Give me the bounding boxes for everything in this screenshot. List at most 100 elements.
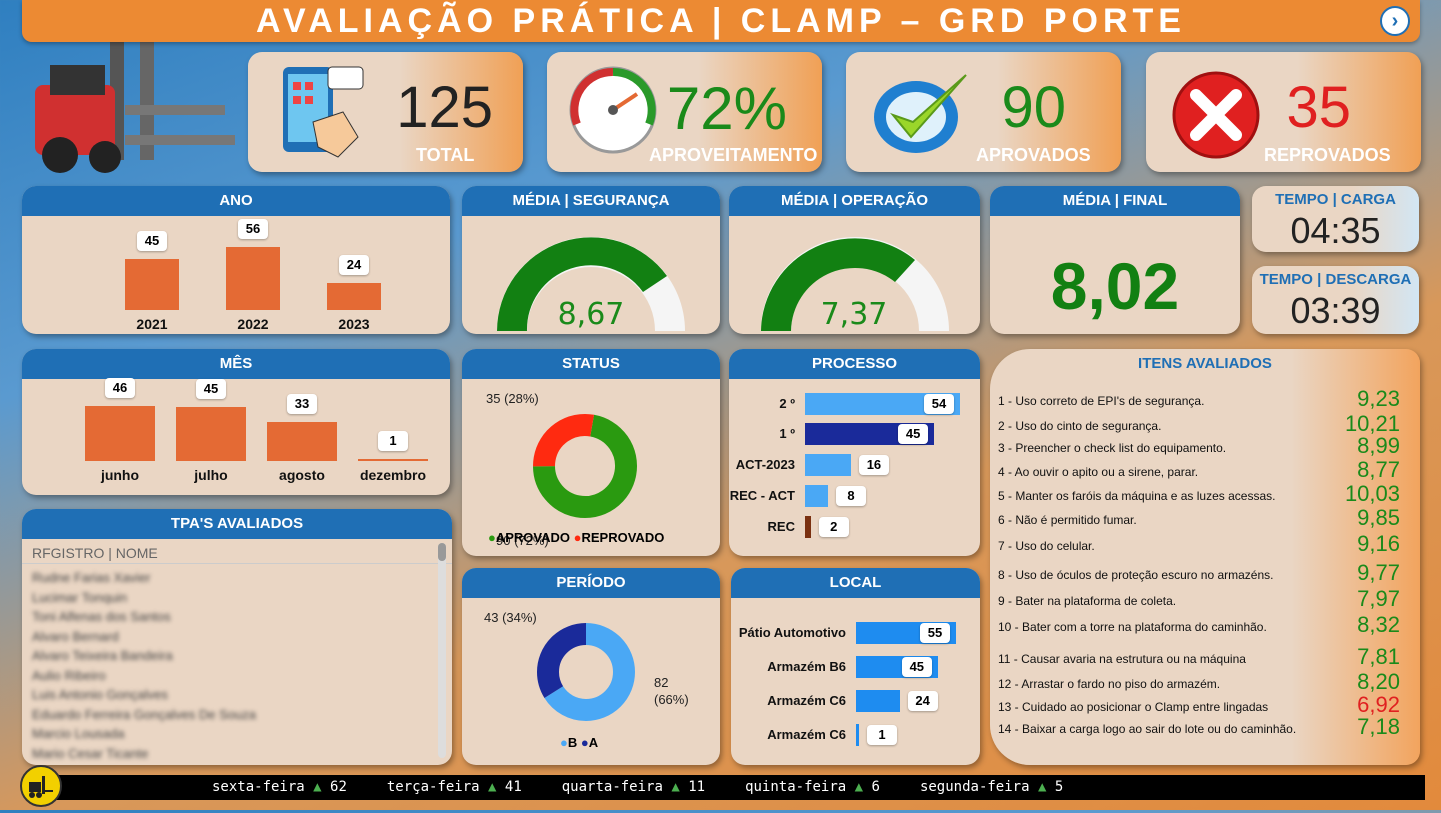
- status-chart-card: STATUS 35 (28%) 90 (72%) ●APROVADO ●REPR…: [462, 349, 720, 556]
- ticker-value: 5: [1054, 779, 1064, 795]
- table-row[interactable]: Aulio Ribeiro: [32, 667, 106, 683]
- item-text: 14 - Baixar a carga logo ao sair do lote…: [998, 722, 1297, 736]
- tpa-title: TPA'S AVALIADOS: [22, 509, 452, 539]
- mes-category-label: julho: [194, 467, 228, 483]
- processo-chart-card: PROCESSO 2 º 54 1 º 45 ACT-2023 16 REC - ACT 8 R…: [729, 349, 980, 556]
- mes-bar[interactable]: [267, 421, 337, 461]
- processo-category-label: 1 º: [779, 426, 795, 441]
- item-text: 6 - Não é permitido fumar.: [998, 513, 1137, 527]
- legend-aprovado: APROVADO: [495, 530, 571, 545]
- processo-plot: 2 º 54 1 º 45 ACT-2023 16 REC - ACT 8 REC 2: [729, 379, 980, 556]
- table-row[interactable]: Alvaro Bernard: [32, 628, 119, 644]
- mes-data-label: 46: [105, 378, 135, 398]
- legend-dot-reprovado: ●: [573, 530, 582, 545]
- ticker-day: terça-feira: [386, 779, 480, 795]
- legend-reprovado: REPROVADO: [581, 530, 665, 545]
- operacao-gauge-card: MÉDIA | OPERAÇÃO 7,37: [729, 186, 980, 334]
- forklift-icon: [29, 776, 53, 798]
- table-row[interactable]: Marcio Lousada: [32, 726, 125, 741]
- tpa-column-header[interactable]: RFGISTRO | NOME: [22, 539, 452, 564]
- status-label-reprovado: 35 (28%): [486, 391, 539, 406]
- ticker-value: 62: [330, 779, 347, 795]
- mes-data-label: 1: [378, 431, 408, 451]
- page-title: AVALIAÇÃO PRÁTICA | CLAMP – GRD PORTE: [256, 2, 1186, 40]
- tempo-descarga-card: TEMPO | DESCARGA 03:39: [1252, 266, 1419, 334]
- ano-data-label: 56: [238, 219, 268, 239]
- mes-bar[interactable]: [85, 406, 155, 461]
- table-row[interactable]: Alvaro Teixeira Bandeira: [32, 648, 173, 663]
- local-title: LOCAL: [731, 568, 980, 598]
- ticker-day: segunda-feira: [919, 779, 1030, 795]
- final-card: MÉDIA | FINAL 8,02: [990, 186, 1240, 334]
- ano-category-label: 2022: [237, 316, 269, 332]
- ano-bar[interactable]: [226, 247, 280, 310]
- next-page-button[interactable]: ›: [1380, 6, 1410, 36]
- table-row[interactable]: Toni Alfenas dos Santos: [32, 609, 171, 624]
- processo-data-label: 2: [818, 517, 849, 537]
- kpi-aproveitamento: 72% APROVEITAMENTO: [547, 52, 822, 172]
- processo-category-label: ACT-2023: [735, 457, 795, 472]
- legend-dot-b: ●: [560, 735, 568, 750]
- item-text: 13 - Cuidado ao posicionar o Clamp entre…: [998, 700, 1269, 714]
- table-row[interactable]: Rudne Farias Xavier: [32, 570, 151, 585]
- total-label: TOTAL: [416, 145, 475, 165]
- table-row[interactable]: Eduardo Ferreira Gonçalves De Souza: [32, 706, 257, 722]
- tempo-carga-title: TEMPO | CARGA: [1275, 191, 1396, 208]
- item-text: 10 - Bater com a torre na plataforma do …: [998, 620, 1267, 634]
- tpa-scrollbar-thumb[interactable]: [438, 543, 446, 561]
- tpa-rows: Rudne Farias Xavier Lucimar Tonquin Toni A…: [22, 564, 452, 764]
- ticker-day: quinta-feira: [745, 779, 847, 795]
- legend-a: A: [588, 735, 599, 750]
- operacao-gauge-fill: [761, 238, 915, 331]
- ticker-value: 11: [688, 779, 706, 795]
- processo-bar[interactable]: [805, 485, 828, 507]
- kpi-total: 125 TOTAL: [248, 52, 523, 172]
- periodo-label-a: 43 (34%): [484, 610, 537, 625]
- local-bar[interactable]: [856, 724, 859, 746]
- table-row[interactable]: Mario Cesar Ticante: [32, 745, 149, 761]
- local-category-label: Armazém C6: [767, 727, 846, 742]
- operacao-value: 7,37: [821, 297, 888, 332]
- mes-bar[interactable]: [176, 407, 246, 461]
- itens-title: ITENS AVALIADOS: [1138, 355, 1272, 372]
- up-arrow-icon: ▲: [304, 779, 331, 795]
- item-text: 1 - Uso correto de EPI's de segurança.: [998, 394, 1205, 408]
- processo-bar[interactable]: [805, 393, 960, 415]
- table-row[interactable]: Lucimar Tonquin: [32, 589, 128, 605]
- processo-bar[interactable]: [805, 516, 811, 538]
- mes-data-label: 45: [196, 379, 226, 400]
- ano-data-label: 45: [137, 231, 167, 252]
- aprovados-value: 90: [1001, 75, 1066, 140]
- ano-bar[interactable]: [327, 283, 381, 310]
- table-row[interactable]: Luis Antonio Gonçalves: [32, 687, 168, 702]
- ticker-item: quinta-feira ▲ 6: [745, 779, 880, 795]
- mes-bar[interactable]: [358, 459, 428, 461]
- ano-bar[interactable]: [125, 259, 179, 310]
- tpa-scrollbar[interactable]: [438, 543, 446, 758]
- status-legend: ●APROVADO ●REPROVADO: [488, 530, 664, 545]
- legend-dot-a: ●: [580, 735, 589, 750]
- processo-bar[interactable]: [805, 454, 851, 476]
- ticker-value: 41: [504, 779, 522, 795]
- processo-data-label: 8: [835, 486, 866, 506]
- seguranca-gauge-card: MÉDIA | SEGURANÇA 8,67: [462, 186, 720, 334]
- weekday-ticker: sexta-feira ▲ 62 terça-feira ▲ 41 quarta-f…: [40, 775, 1425, 800]
- seguranca-gauge-fill: [497, 237, 667, 331]
- up-arrow-icon: ▲: [846, 779, 872, 795]
- kpi-aprovados: 90 APROVADOS: [846, 52, 1121, 172]
- ano-category-label: 2023: [338, 316, 370, 332]
- periodo-legend: ●B ●A: [560, 735, 598, 750]
- up-arrow-icon: ▲: [1029, 779, 1055, 795]
- tablet-touch-icon: [283, 66, 364, 158]
- status-title: STATUS: [462, 349, 720, 379]
- kpi-reprovados: 35 REPROVADOS: [1146, 52, 1421, 172]
- aproveitamento-value: 72%: [666, 75, 787, 142]
- legend-b: B: [567, 735, 578, 750]
- item-score: 10,21: [1344, 411, 1400, 436]
- processo-data-label: 45: [898, 424, 929, 444]
- processo-category-label: 2 º: [779, 396, 795, 411]
- periodo-label-b-pct: (66%): [654, 692, 689, 707]
- local-bar[interactable]: [856, 690, 900, 712]
- ticker-item: segunda-feira ▲ 5: [920, 779, 1063, 795]
- periodo-chart-card: PERÍODO 43 (34%) 82 (66%) ●B ●A: [462, 568, 720, 765]
